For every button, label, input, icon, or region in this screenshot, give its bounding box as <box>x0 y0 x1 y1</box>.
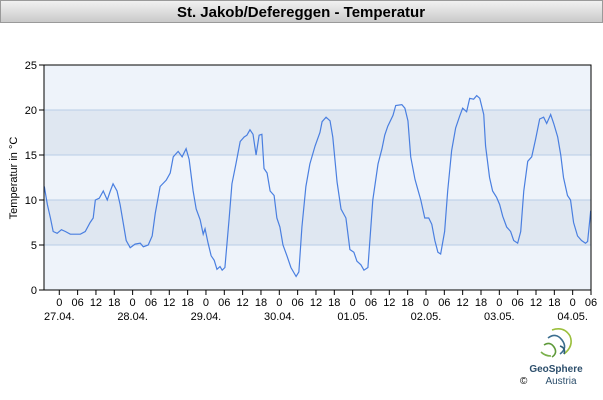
x-tick-label: 18 <box>108 297 120 309</box>
x-tick-label: 12 <box>163 297 175 309</box>
chart-title: St. Jakob/Defereggen - Temperatur <box>177 4 425 21</box>
x-tick-label: 18 <box>182 297 194 309</box>
x-tick-label: 06 <box>71 297 83 309</box>
x-tick-label: 0 <box>203 297 209 309</box>
x-tick-label: 06 <box>438 297 450 309</box>
x-tick-label: 06 <box>292 297 304 309</box>
x-tick-label: 12 <box>530 297 542 309</box>
band <box>44 110 591 155</box>
date-label: 30.04. <box>264 311 295 323</box>
x-tick-label: 06 <box>585 297 597 309</box>
date-label: 29.04. <box>191 311 222 323</box>
x-tick-label: 18 <box>548 297 560 309</box>
x-tick-label: 0 <box>130 297 136 309</box>
x-tick-label: 12 <box>310 297 322 309</box>
logo-sub: Austria <box>545 376 577 387</box>
x-tick-label: 18 <box>475 297 487 309</box>
date-label: 28.04. <box>117 311 148 323</box>
y-axis-label: Temperatur in °C <box>8 137 20 220</box>
x-tick-label: 18 <box>328 297 340 309</box>
x-tick-label: 06 <box>365 297 377 309</box>
date-label: 04.05. <box>557 311 588 323</box>
y-tick-label: 15 <box>25 150 37 162</box>
x-tick-label: 0 <box>56 297 62 309</box>
logo-icon <box>540 328 572 358</box>
y-tick-label: 5 <box>31 240 37 252</box>
band <box>44 65 591 110</box>
line-series <box>43 94 592 278</box>
date-label: 01.05. <box>337 311 368 323</box>
x-tick-label: 18 <box>402 297 414 309</box>
date-label: 27.04. <box>44 311 75 323</box>
copyright: © <box>520 376 528 387</box>
x-tick-label: 18 <box>255 297 267 309</box>
x-tick-label: 12 <box>457 297 469 309</box>
y-tick-label: 10 <box>25 195 37 207</box>
x-tick-label: 12 <box>90 297 102 309</box>
x-tick-label: 0 <box>276 297 282 309</box>
x-tick-label: 06 <box>145 297 157 309</box>
logo-name: GeoSphere <box>529 364 583 375</box>
y-tick-label: 25 <box>25 60 37 72</box>
x-tick-label: 06 <box>512 297 524 309</box>
x-tick-label: 0 <box>350 297 356 309</box>
band <box>44 245 591 290</box>
y-tick-label: 20 <box>25 105 37 117</box>
plot-frame <box>43 64 592 291</box>
x-tick-label: 12 <box>237 297 249 309</box>
x-tick-label: 12 <box>383 297 395 309</box>
x-tick-label: 0 <box>570 297 576 309</box>
x-tick-label: 06 <box>218 297 230 309</box>
date-label: 02.05. <box>411 311 442 323</box>
band <box>44 155 591 200</box>
x-tick-label: 0 <box>496 297 502 309</box>
x-tick-label: 0 <box>423 297 429 309</box>
y-tick-label: 0 <box>31 285 37 297</box>
date-label: 03.05. <box>484 311 515 323</box>
